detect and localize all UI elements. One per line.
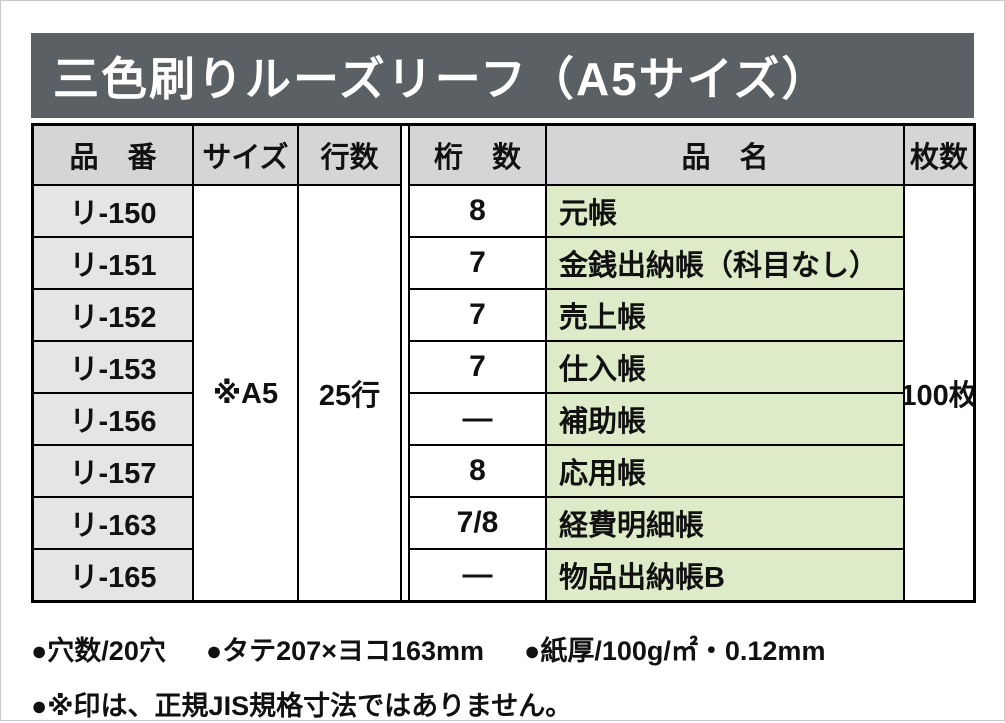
merged-lines-cell: 25行 xyxy=(299,186,400,600)
table-column-gap xyxy=(402,126,408,600)
digit-count: ― xyxy=(410,550,545,600)
digit-count: 7 xyxy=(410,342,545,392)
merged-size-cell: ※A5 xyxy=(194,186,297,600)
product-code: リ-165 xyxy=(34,550,192,600)
col-header-sheets: 枚数 xyxy=(905,126,973,184)
product-name: 経費明細帳 xyxy=(547,498,903,548)
col-header-lines: 行数 xyxy=(299,126,400,184)
col-header-digits: 桁 数 xyxy=(410,126,545,184)
product-code: リ-152 xyxy=(34,290,192,340)
digit-count: 8 xyxy=(410,186,545,236)
product-code: リ-156 xyxy=(34,394,192,444)
digit-count: 7/8 xyxy=(410,498,545,548)
col-header-code: 品 番 xyxy=(34,126,192,184)
product-name: 元帳 xyxy=(547,186,903,236)
product-name: 売上帳 xyxy=(547,290,903,340)
product-code: リ-151 xyxy=(34,238,192,288)
product-name: 金銭出納帳（科目なし） xyxy=(547,238,903,288)
col-header-size: サイズ xyxy=(194,126,297,184)
product-name: 仕入帳 xyxy=(547,342,903,392)
digit-count: 7 xyxy=(410,290,545,340)
product-name: 物品出納帳B xyxy=(547,550,903,600)
page-title: 三色刷りルーズリーフ（A5サイズ） xyxy=(53,52,830,105)
digit-count: 7 xyxy=(410,238,545,288)
spec-paper-weight: ●紙厚/100g/㎡・0.12mm xyxy=(524,636,826,666)
digit-count: ― xyxy=(410,394,545,444)
product-name: 応用帳 xyxy=(547,446,903,496)
product-code: リ-157 xyxy=(34,446,192,496)
digit-count: 8 xyxy=(410,446,545,496)
col-header-name: 品 名 xyxy=(547,126,903,184)
product-code: リ-153 xyxy=(34,342,192,392)
product-code: リ-163 xyxy=(34,498,192,548)
product-code: リ-150 xyxy=(34,186,192,236)
product-table: 品 番 サイズ 行数 桁 数 品 名 枚数 ※A5 25行 100枚 リ-150… xyxy=(31,123,976,603)
spec-notes: ●穴数/20穴 ●タテ207×ヨコ163mm ●紙厚/100g/㎡・0.12mm xyxy=(31,629,974,668)
spec-hole-count: ●穴数/20穴 xyxy=(31,636,166,666)
product-name: 補助帳 xyxy=(547,394,903,444)
merged-sheets-cell: 100枚 xyxy=(905,186,973,600)
title-bar: 三色刷りルーズリーフ（A5サイズ） xyxy=(31,33,974,118)
jis-note: ●※印は、正規JIS規格寸法ではありません。 xyxy=(31,691,573,721)
spec-dimensions: ●タテ207×ヨコ163mm xyxy=(205,636,485,666)
